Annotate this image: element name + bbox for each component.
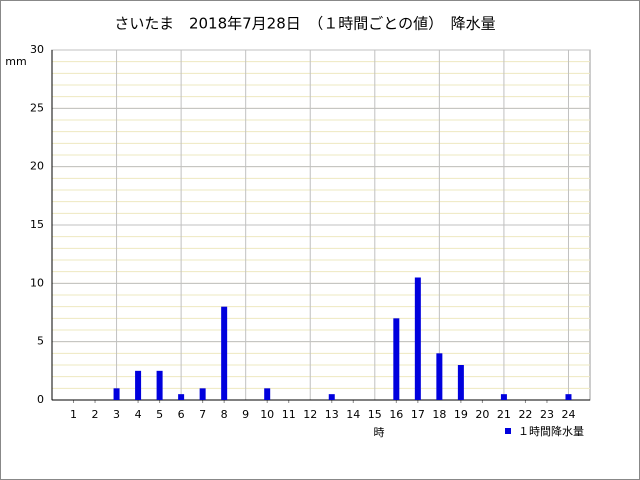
x-tick-label: 17 — [411, 408, 425, 421]
x-tick-label: 14 — [346, 408, 360, 421]
legend-label: １時間降水量 — [518, 424, 584, 438]
y-unit: mm — [5, 55, 26, 68]
bar — [414, 277, 421, 400]
x-tick-label: 22 — [518, 408, 532, 421]
x-tick-label: 19 — [454, 408, 468, 421]
y-tick-label: 0 — [37, 393, 44, 406]
x-tick-label: 1 — [70, 408, 77, 421]
y-tick-label: 15 — [30, 218, 44, 231]
bar — [457, 365, 464, 400]
x-tick-label: 5 — [156, 408, 163, 421]
x-tick-label: 13 — [325, 408, 339, 421]
bar — [264, 388, 271, 400]
x-tick-label: 15 — [368, 408, 382, 421]
x-tick-label: 23 — [540, 408, 554, 421]
chart-title: さいたま 2018年7月28日 （１時間ごとの値） 降水量 — [114, 15, 495, 33]
y-tick-label: 10 — [30, 276, 44, 289]
y-tick-label: 20 — [30, 160, 44, 173]
bar — [436, 353, 443, 400]
x-tick-label: 12 — [303, 408, 317, 421]
bar — [393, 318, 400, 400]
x-tick-label: 6 — [178, 408, 185, 421]
x-axis-label: 時 — [374, 426, 385, 439]
x-tick-label: 21 — [497, 408, 511, 421]
bar — [135, 370, 142, 400]
bar — [328, 394, 335, 400]
x-tick-label: 20 — [475, 408, 489, 421]
x-tick-label: 2 — [92, 408, 99, 421]
legend-swatch — [505, 428, 511, 434]
bar — [199, 388, 206, 400]
bar — [113, 388, 120, 400]
x-tick-label: 8 — [221, 408, 228, 421]
x-tick-label: 7 — [199, 408, 206, 421]
x-tick-label: 16 — [389, 408, 403, 421]
bar — [221, 306, 228, 400]
x-tick-label: 10 — [260, 408, 274, 421]
bar — [178, 394, 185, 400]
x-tick-label: 4 — [135, 408, 142, 421]
bar — [565, 394, 572, 400]
x-tick-label: 24 — [561, 408, 575, 421]
y-tick-label: 30 — [30, 43, 44, 56]
x-tick-label: 18 — [432, 408, 446, 421]
y-tick-label: 25 — [30, 101, 44, 114]
x-tick-label: 3 — [113, 408, 120, 421]
bar — [500, 394, 507, 400]
x-tick-label: 11 — [282, 408, 296, 421]
x-tick-label: 9 — [242, 408, 249, 421]
bar — [156, 370, 163, 400]
y-tick-label: 5 — [37, 335, 44, 348]
